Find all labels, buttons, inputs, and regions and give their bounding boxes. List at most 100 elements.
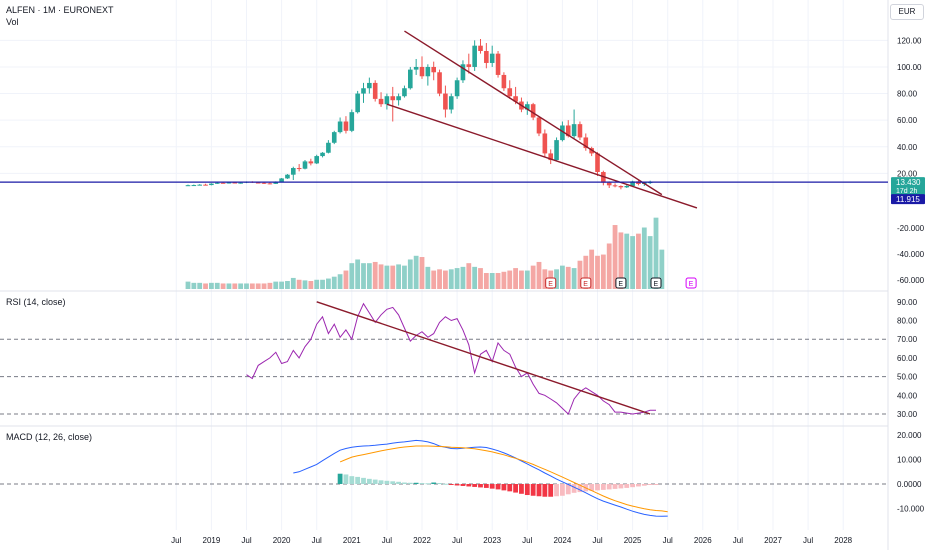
macd-histogram-bar (483, 484, 489, 488)
macd-histogram-bar (618, 484, 624, 489)
price-tick-label: 40.00 (897, 143, 918, 152)
candle-body (191, 185, 197, 187)
price-tick-label: 100.00 (897, 63, 922, 72)
volume-bar (507, 270, 513, 289)
candle-body (454, 80, 460, 97)
rsi-label[interactable]: RSI (14, close) (6, 297, 66, 307)
volume-bar (267, 282, 273, 289)
macd-histogram-bar (413, 482, 419, 484)
trendlines[interactable] (386, 30, 698, 209)
candle-body (460, 64, 466, 81)
candle-body (226, 182, 232, 184)
macd-histogram-bar (337, 473, 343, 484)
candle-body (367, 82, 372, 89)
candle-body (197, 184, 202, 186)
volume-bar (478, 268, 483, 289)
candle-body (396, 96, 401, 101)
candle-body (314, 156, 319, 164)
volume-bar (501, 271, 507, 289)
macd-histogram-bar (641, 484, 647, 486)
time-tick-label: Jul (452, 536, 462, 545)
volume-bar (589, 249, 595, 289)
macd-histogram-bar (466, 484, 472, 487)
macd-histogram-bar (361, 477, 366, 484)
candle-body (443, 93, 448, 110)
candle-body (507, 88, 513, 97)
volume-bar (355, 259, 361, 289)
volume-bar (361, 263, 366, 289)
volume-bar (197, 282, 203, 289)
candle-body (296, 168, 302, 170)
trendline (386, 103, 698, 209)
macd-histogram-bar (472, 484, 478, 487)
volume-bar (647, 236, 653, 289)
volume-bar (653, 217, 659, 289)
candle-body (185, 185, 191, 187)
volume-bar (659, 249, 665, 289)
volume-bar (560, 265, 565, 289)
volume-bar (249, 283, 255, 289)
volume-bar (618, 232, 624, 289)
volume-bar (326, 278, 331, 289)
macd-histogram-bar (524, 484, 530, 496)
candle-body (355, 93, 360, 113)
macd-histogram-bar (378, 480, 384, 484)
volume-bar (261, 283, 267, 289)
time-tick-label: Jul (663, 536, 673, 545)
volume-bar (384, 265, 390, 289)
earnings-marker-label: E (654, 281, 659, 288)
volume-bar (279, 281, 284, 289)
volume-bar (203, 283, 208, 289)
macd-tick-label: 10.000 (897, 456, 922, 465)
rsi-pane (0, 301, 888, 415)
candle-body (472, 45, 477, 67)
volume-bar (407, 259, 413, 289)
volume-bar (454, 268, 460, 289)
volume-bar (466, 263, 472, 289)
macd-label[interactable]: MACD (12, 26, close) (6, 432, 93, 442)
candle-body (413, 66, 419, 70)
candle-body (583, 137, 589, 149)
time-tick-label: 2023 (483, 536, 501, 545)
time-tick-label: Jul (312, 536, 322, 545)
price-tick-label: 80.00 (897, 90, 918, 99)
volume-bar (220, 283, 226, 289)
time-tick-label: 2027 (764, 536, 782, 545)
macd-histogram-bar (560, 484, 565, 496)
candle-body (285, 174, 290, 179)
time-axis[interactable]: Jul 2019 Jul 2020 Jul 2021 Jul 2022 Jul 2023 Jul 20… (171, 536, 852, 545)
volume-bar (489, 273, 495, 289)
macd-histogram-bar (612, 484, 618, 489)
macd-tick-label: -10.000 (897, 505, 925, 514)
macd-histogram-bar (425, 483, 431, 485)
candle-body (238, 182, 243, 184)
candle-body (571, 124, 577, 137)
candle-body (361, 88, 366, 94)
candle-body (390, 96, 396, 101)
price-tick-label: 20.00 (897, 169, 918, 178)
macd-histogram-bar (407, 482, 413, 484)
macd-histogram-bar (595, 484, 600, 491)
candle-body (267, 183, 273, 185)
volume-bar (238, 283, 244, 289)
currency-button[interactable]: EUR (890, 4, 924, 20)
candle-body (606, 182, 612, 186)
macd-histogram-bar (536, 484, 542, 497)
volume-bar (431, 270, 437, 289)
volume-bar (302, 280, 308, 289)
candle-body (530, 104, 536, 118)
volume-bar (624, 233, 630, 289)
macd-histogram-bar (495, 484, 501, 490)
price-axis[interactable]: 120.00 100.00 80.00 60.00 40.00 20.00 -20.000 -… (897, 36, 925, 513)
volume-bar (565, 266, 571, 289)
symbol-title[interactable]: ALFEN · 1M · EURONEXT (6, 5, 114, 15)
rsi-tick-label: 40.00 (897, 391, 918, 400)
candle-body (630, 181, 635, 186)
volume-bar (513, 268, 518, 289)
candle-body (484, 51, 489, 63)
macd-histogram-bar (343, 474, 349, 484)
macd-histogram-bar (636, 484, 641, 487)
macd-histogram-bar (554, 484, 559, 497)
